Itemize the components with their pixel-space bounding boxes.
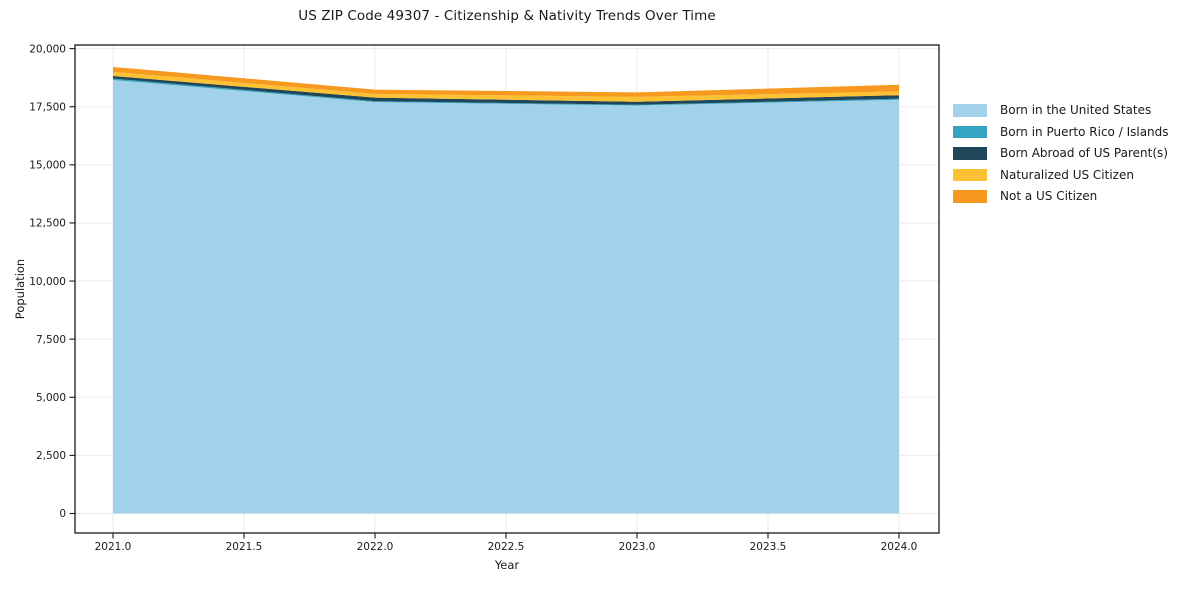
x-axis-label: Year (494, 558, 520, 572)
y-tick-label: 20,000 (29, 43, 66, 55)
legend-label: Born in Puerto Rico / Islands (1000, 124, 1169, 139)
legend-swatch (953, 147, 987, 160)
x-tick-label: 2021.5 (226, 541, 263, 553)
legend-swatch (953, 104, 987, 117)
x-tick-label: 2023.0 (619, 541, 656, 553)
x-tick-label: 2021.0 (95, 541, 132, 553)
chart-title: US ZIP Code 49307 - Citizenship & Nativi… (298, 8, 716, 24)
legend: Born in the United States Born in Puerto … (953, 103, 1169, 204)
y-tick-label: 10,000 (29, 276, 66, 288)
legend-swatch (953, 190, 987, 203)
y-tick-label: 15,000 (29, 160, 66, 172)
area-series-0 (113, 79, 899, 514)
legend-label: Naturalized US Citizen (1000, 167, 1134, 182)
x-tick-label: 2024.0 (881, 541, 918, 553)
y-tick-label: 5,000 (36, 392, 66, 404)
area-series-4 (113, 66, 899, 97)
y-tick-label: 12,500 (29, 218, 66, 230)
y-tick-label: 2,500 (36, 450, 66, 462)
x-tick-label: 2023.5 (750, 541, 787, 553)
plot-border (74, 44, 940, 534)
legend-swatch (953, 125, 987, 138)
legend-item: Born in the United States (953, 103, 1169, 118)
legend-item: Born in Puerto Rico / Islands (953, 124, 1169, 139)
legend-item: Not a US Citizen (953, 189, 1169, 204)
legend-label: Not a US Citizen (1000, 189, 1098, 204)
y-tick-label: 17,500 (29, 101, 66, 113)
legend-item: Born Abroad of US Parent(s) (953, 146, 1169, 161)
legend-label: Born in the United States (1000, 103, 1152, 118)
legend-item: Naturalized US Citizen (953, 167, 1169, 182)
legend-swatch (953, 168, 987, 181)
x-tick-label: 2022.0 (357, 541, 394, 553)
y-tick-label: 7,500 (36, 334, 66, 346)
y-tick-label: 0 (59, 508, 66, 520)
legend-label: Born Abroad of US Parent(s) (1000, 146, 1168, 161)
area-series-2 (113, 76, 899, 105)
y-axis-label: Population (13, 258, 27, 320)
x-tick-label: 2022.5 (488, 541, 525, 553)
area-series-3 (113, 71, 899, 102)
